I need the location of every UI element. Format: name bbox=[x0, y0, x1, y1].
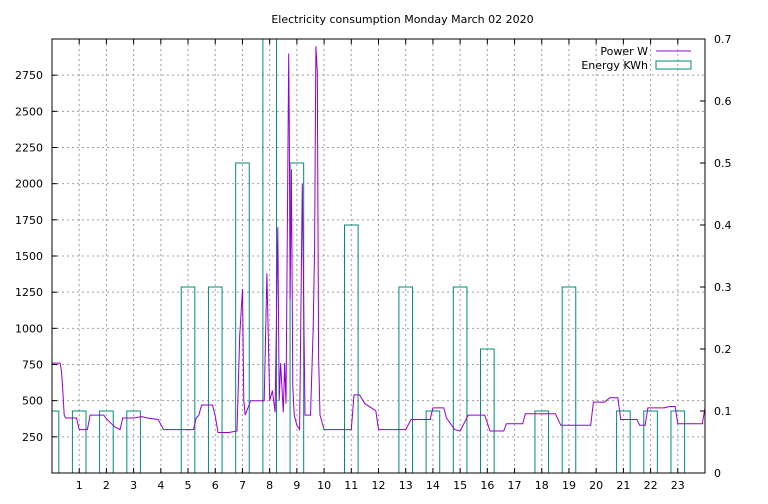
y-right-tick-label: 0.5 bbox=[714, 157, 732, 170]
y-left-tick-label: 1500 bbox=[15, 250, 43, 263]
x-tick-label: 5 bbox=[185, 479, 192, 492]
y-right-tick-label: 0.7 bbox=[714, 33, 732, 46]
x-tick-label: 17 bbox=[508, 479, 522, 492]
x-tick-label: 12 bbox=[372, 479, 386, 492]
x-tick-label: 3 bbox=[130, 479, 137, 492]
x-tick-label: 16 bbox=[480, 479, 494, 492]
x-tick-label: 18 bbox=[535, 479, 549, 492]
x-tick-label: 7 bbox=[239, 479, 246, 492]
legend-energy-swatch bbox=[655, 60, 692, 70]
y-left-tick-label: 2750 bbox=[15, 69, 43, 82]
x-tick-label: 8 bbox=[266, 479, 273, 492]
y-left-tick-label: 750 bbox=[22, 359, 43, 372]
x-tick-label: 13 bbox=[399, 479, 413, 492]
power-line-layer bbox=[52, 46, 706, 433]
chart-title: Electricity consumption Monday March 02 … bbox=[271, 13, 533, 26]
x-tick-label: 23 bbox=[671, 479, 685, 492]
y-right-tick-label: 0.1 bbox=[714, 405, 732, 418]
y-left-tick-label: 1250 bbox=[15, 286, 43, 299]
x-tick-label: 9 bbox=[293, 479, 300, 492]
x-tick-label: 20 bbox=[589, 479, 603, 492]
x-tick-label: 14 bbox=[426, 479, 440, 492]
x-tick-label: 11 bbox=[344, 479, 358, 492]
x-tick-label: 4 bbox=[157, 479, 164, 492]
y-right-tick-label: 0.2 bbox=[714, 343, 732, 356]
y-left-tick-label: 1000 bbox=[15, 322, 43, 335]
x-tick-label: 2 bbox=[103, 479, 110, 492]
y-right-tick-label: 0.6 bbox=[714, 95, 732, 108]
y-left-tick-label: 1750 bbox=[15, 214, 43, 227]
x-tick-label: 6 bbox=[212, 479, 219, 492]
y-right-tick-label: 0 bbox=[714, 467, 721, 480]
y-left-tick-label: 2000 bbox=[15, 178, 43, 191]
x-tick-label: 21 bbox=[616, 479, 630, 492]
y-left-tick-label: 500 bbox=[22, 395, 43, 408]
legend-energy-label: Energy KWh bbox=[581, 59, 648, 72]
x-tick-label: 1 bbox=[76, 479, 83, 492]
legend: Power W Energy KWh bbox=[581, 45, 692, 72]
y-right-tick-label: 0.3 bbox=[714, 281, 732, 294]
y-left-tick-label: 2250 bbox=[15, 142, 43, 155]
y-left-tick-label: 2500 bbox=[15, 105, 43, 118]
x-tick-label: 15 bbox=[453, 479, 467, 492]
y-right-tick-label: 0.4 bbox=[714, 219, 732, 232]
x-tick-label: 22 bbox=[644, 479, 658, 492]
tick-layer: 1 2 3 4 5 6 7 8 9 10 11 12 13 14 15 16 17 18 19 20 21 22 23250… bbox=[15, 33, 732, 492]
legend-power-label: Power W bbox=[600, 45, 648, 58]
x-tick-label: 19 bbox=[562, 479, 576, 492]
grid-layer bbox=[52, 39, 705, 473]
y-left-tick-label: 250 bbox=[22, 431, 43, 444]
power-line bbox=[52, 46, 706, 433]
x-tick-label: 10 bbox=[317, 479, 331, 492]
energy-bar bbox=[51, 410, 60, 474]
